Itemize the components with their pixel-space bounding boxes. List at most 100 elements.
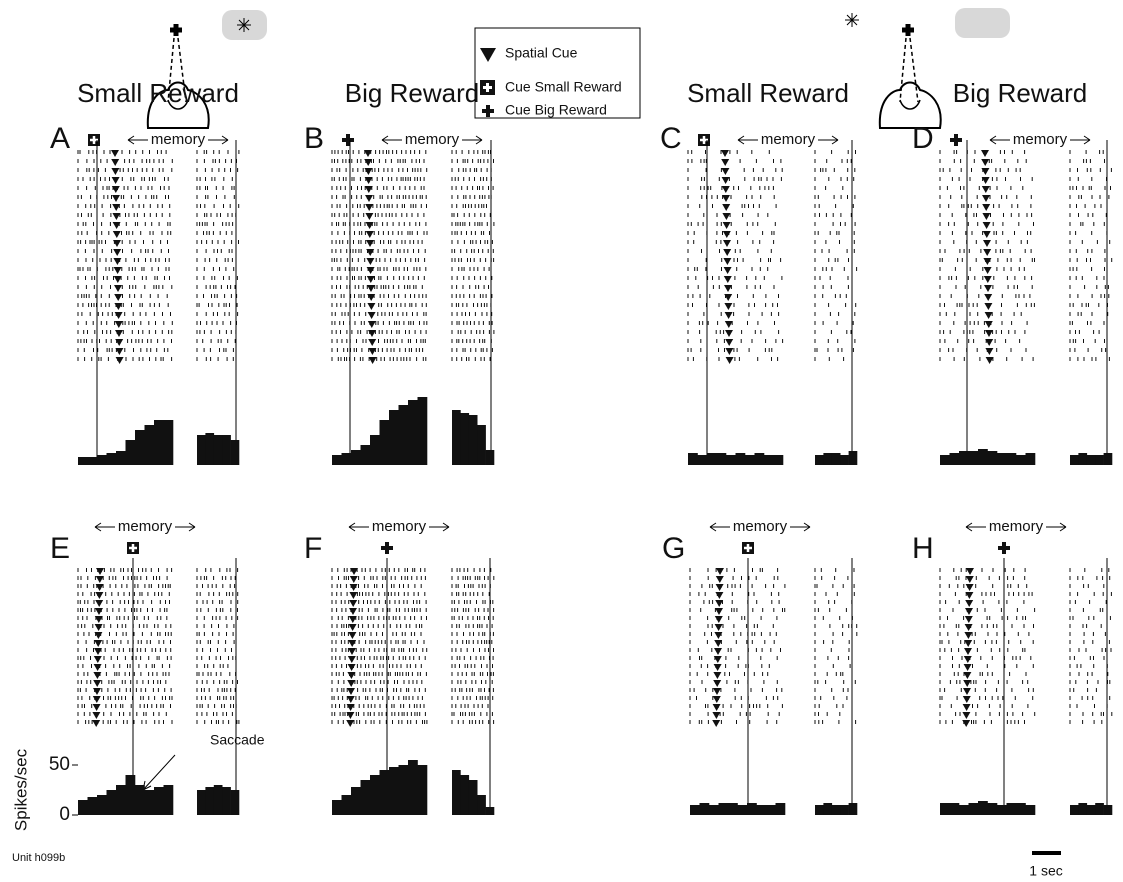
cue-triangles <box>962 568 974 727</box>
histogram-bar <box>736 453 746 465</box>
histogram-bar <box>126 440 136 465</box>
histogram-bar <box>164 785 174 815</box>
histogram-bar <box>988 803 998 815</box>
cue-triangles <box>981 150 994 364</box>
cue-triangles <box>712 568 724 727</box>
histogram-bar <box>698 455 708 465</box>
raster <box>332 150 494 361</box>
histogram-bar <box>950 453 960 465</box>
legend-label: Cue Big Reward <box>505 102 607 118</box>
histogram-bar <box>1007 453 1017 465</box>
histogram-bar <box>707 453 717 465</box>
raster <box>940 150 1112 361</box>
memory-label: memory <box>761 131 816 148</box>
cue-triangles <box>364 150 377 364</box>
schematic-right <box>845 8 1010 128</box>
histogram-bar <box>1095 455 1104 465</box>
unit-label: Unit h099b <box>12 852 65 864</box>
histogram-bar <box>389 767 399 815</box>
histogram-bar <box>370 435 380 465</box>
histogram-bar <box>332 455 342 465</box>
histogram-bar <box>766 805 776 815</box>
histogram-bar <box>164 420 174 465</box>
panel-letter: F <box>304 532 322 565</box>
cue-triangles <box>346 568 358 727</box>
raster <box>688 150 857 361</box>
histogram-bar <box>78 800 88 815</box>
histogram-bar <box>997 453 1007 465</box>
histogram-bar <box>1007 803 1017 815</box>
histogram-bar <box>214 785 223 815</box>
panel-letter: G <box>662 532 685 565</box>
histogram-bar <box>776 803 786 815</box>
cue-triangles <box>721 150 734 364</box>
histogram-bar <box>205 433 214 465</box>
histogram-bar <box>815 455 824 465</box>
histogram-bar <box>97 455 107 465</box>
memory-label: memory <box>118 518 173 535</box>
raster <box>78 150 239 361</box>
panel-title: Small Reward <box>687 78 849 108</box>
histogram-bar <box>728 803 738 815</box>
histogram-bar <box>452 410 461 465</box>
histogram-bar <box>940 455 950 465</box>
memory-label: memory <box>372 518 427 535</box>
histogram-bar <box>222 435 231 465</box>
histogram-bar <box>1026 805 1036 815</box>
histogram-bar <box>231 790 240 815</box>
raster <box>78 568 239 724</box>
histogram-bar <box>452 770 461 815</box>
histogram-bar <box>469 780 478 815</box>
histogram-bar <box>469 415 478 465</box>
histogram-bar <box>745 455 755 465</box>
histogram-bar <box>969 451 979 465</box>
histogram-bar <box>222 787 231 815</box>
histogram-bar <box>978 449 988 465</box>
saccade-label: Saccade <box>210 732 265 748</box>
histogram-bar <box>197 435 206 465</box>
scale-label: 1 sec <box>1029 863 1062 879</box>
histogram-bar <box>717 453 727 465</box>
y-axis-label: Spikes/sec <box>11 748 30 831</box>
legend-big-cue <box>482 105 494 117</box>
panel-letter: H <box>912 532 934 565</box>
histogram-bar <box>351 787 361 815</box>
histogram-bar <box>418 397 428 465</box>
histogram-bar <box>849 803 858 815</box>
histogram-bar <box>1070 805 1079 815</box>
histogram-bar <box>738 805 748 815</box>
histogram-bar <box>1087 455 1096 465</box>
histogram-bar <box>107 790 117 815</box>
histogram-bar <box>460 413 469 465</box>
histogram-bar <box>978 801 988 815</box>
histogram-bar <box>408 760 418 815</box>
panel-letter: C <box>660 122 682 155</box>
memory-label: memory <box>733 518 788 535</box>
histogram-bar <box>988 451 998 465</box>
histogram-bar <box>840 455 849 465</box>
histogram-bar <box>709 805 719 815</box>
histogram-bar <box>726 455 736 465</box>
histogram-bar <box>126 775 136 815</box>
histogram-bar <box>88 457 98 465</box>
histogram-bar <box>690 805 700 815</box>
histogram-bar <box>214 435 223 465</box>
histogram-bar <box>107 453 117 465</box>
histogram-bar <box>486 450 495 465</box>
histogram-bar <box>1087 805 1096 815</box>
histogram-bar <box>688 453 698 465</box>
histogram-bar <box>399 405 409 465</box>
histogram-bar <box>823 803 832 815</box>
histogram-bar <box>815 805 824 815</box>
memory-label: memory <box>1013 131 1068 148</box>
y-tick-label: 0 <box>59 804 70 825</box>
histogram-bar <box>154 787 164 815</box>
figure: Spatial Cue Cue Small Reward Cue Big Rew… <box>0 0 1123 882</box>
histogram-bar <box>700 803 710 815</box>
histogram-bar <box>135 430 145 465</box>
memory-label: memory <box>151 131 206 148</box>
panel-letter: D <box>912 122 934 155</box>
histogram-bar <box>959 451 969 465</box>
histogram-bar <box>418 765 428 815</box>
histogram-bar <box>351 450 361 465</box>
